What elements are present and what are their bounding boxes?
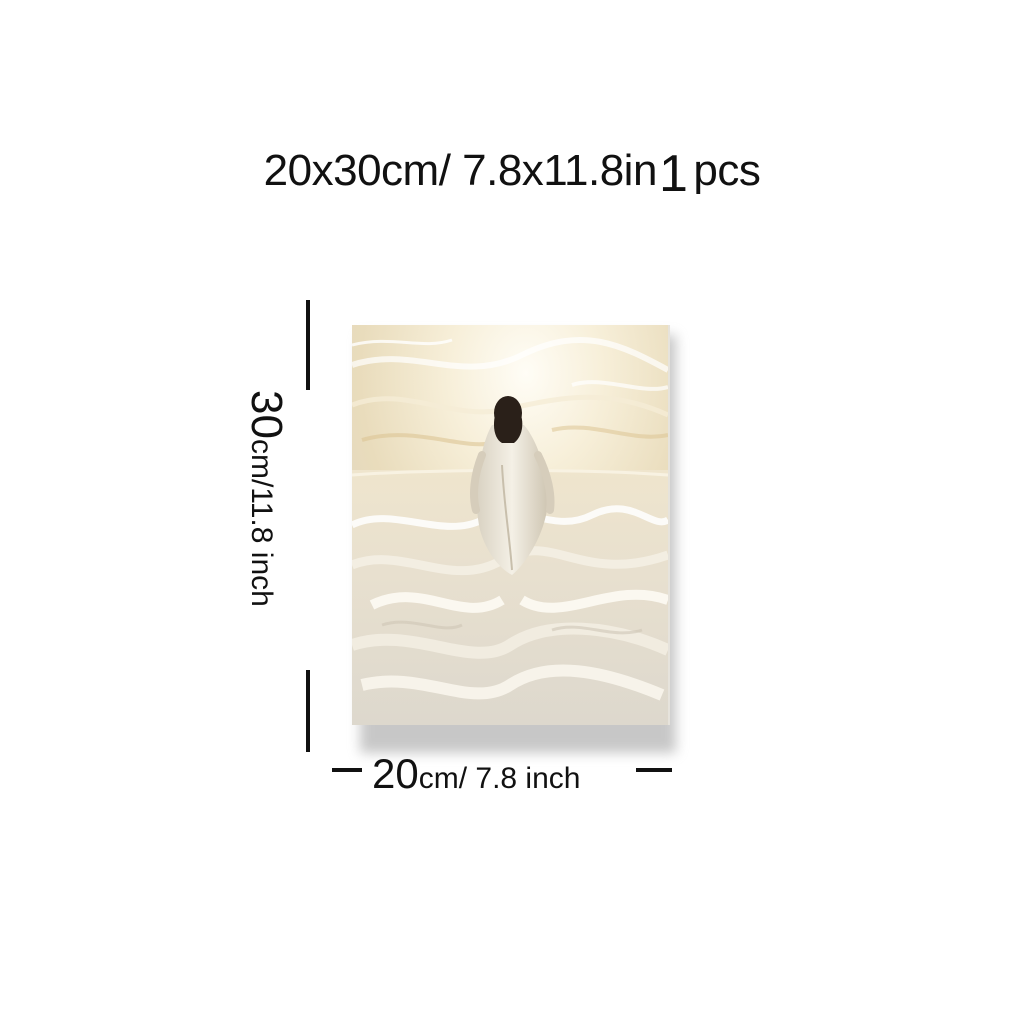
width-dimension-label: 20cm/ 7.8 inch [372, 750, 580, 798]
width-unit-text: cm/ 7.8 inch [418, 762, 581, 795]
width-dimension-line-left [332, 768, 362, 772]
height-unit-text: cm/11.8 inch [245, 438, 278, 607]
canvas-artwork [352, 325, 670, 725]
height-dimension-label: 30cm/11.8 inch [241, 390, 291, 607]
artwork-illustration [352, 325, 668, 725]
title-quantity-unit: pcs [693, 146, 761, 195]
title: 20x30cm/ 7.8x11.8in1 pcs [0, 138, 1024, 203]
height-dimension-line-top [306, 300, 310, 390]
height-dimension-line-bottom [306, 670, 310, 752]
width-number: 20 [372, 750, 419, 797]
title-quantity-number: 1 [658, 145, 688, 203]
width-dimension-line-right [636, 768, 672, 772]
title-size-text: 20x30cm/ 7.8x11.8in [263, 146, 658, 195]
canvas-print [352, 325, 676, 753]
height-number: 30 [242, 390, 291, 439]
